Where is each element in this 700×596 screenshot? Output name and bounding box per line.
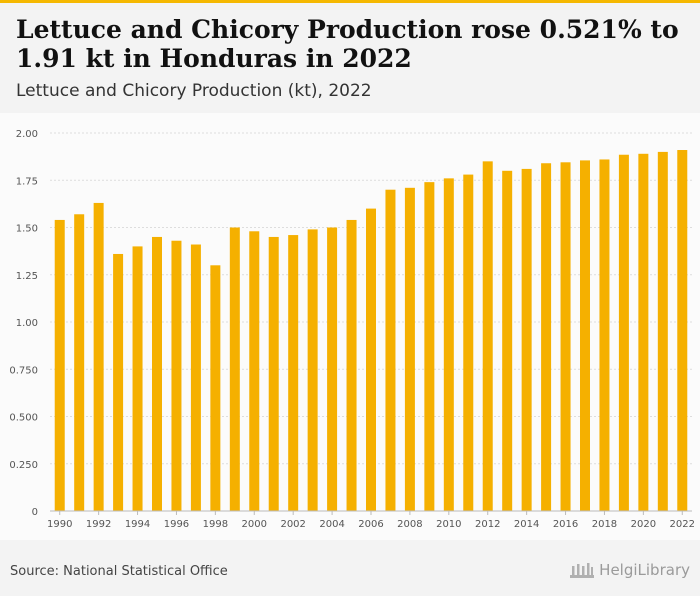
bar — [502, 170, 513, 512]
x-tick-label: 2002 — [280, 519, 305, 530]
bar — [74, 214, 85, 511]
y-tick-label: 1.25 — [16, 271, 38, 282]
bar — [521, 168, 532, 511]
bar — [152, 236, 162, 511]
x-tick-label: 2004 — [319, 519, 344, 530]
bar — [346, 219, 357, 511]
bar — [190, 244, 201, 511]
x-tick-label: 2014 — [514, 519, 539, 530]
helgi-library-logo: HelgiLibrary — [569, 560, 690, 580]
y-tick-label: 1.75 — [16, 176, 38, 187]
bar — [113, 253, 124, 511]
bar — [307, 229, 318, 511]
bar — [560, 162, 571, 512]
bar — [366, 208, 376, 511]
y-tick-label: 1.50 — [16, 224, 38, 235]
footer: Source: National Statistical Office Helg… — [0, 540, 700, 596]
x-tick-label: 2008 — [397, 519, 422, 530]
bar — [580, 160, 590, 511]
bar — [249, 231, 260, 511]
x-tick-label: 2022 — [670, 519, 695, 530]
x-tick-label: 1996 — [164, 519, 189, 530]
library-building-icon — [570, 563, 595, 578]
bar — [541, 163, 552, 512]
x-tick-label: 1998 — [203, 519, 228, 530]
source-note: Source: National Statistical Office — [10, 564, 228, 579]
bar — [327, 227, 338, 511]
bar-chart: 0 0.250 0.500 0.750 1.00 1.25 1.50 1.75 2.00 1990… — [9, 129, 695, 530]
header: Lettuce and Chicory Production rose 0.52… — [0, 3, 700, 113]
chart-subtitle: Lettuce and Chicory Production (kt), 202… — [16, 81, 372, 101]
chart-area: 0 0.250 0.500 0.750 1.00 1.25 1.50 1.75 2.00 1990… — [0, 113, 700, 540]
bar — [229, 227, 240, 511]
bar — [482, 161, 493, 511]
top-accent-bar — [0, 0, 700, 3]
x-tick-label: 1990 — [47, 519, 72, 530]
bar — [657, 151, 668, 511]
x-tick-label: 2000 — [242, 519, 267, 530]
y-tick-label: 0.750 — [9, 365, 38, 376]
bar — [638, 153, 649, 511]
bar — [93, 202, 104, 511]
x-tick-label: 1994 — [125, 519, 150, 530]
y-tick-label: 0.250 — [9, 460, 38, 471]
logo-text: HelgiLibrary — [599, 561, 690, 579]
bar — [443, 178, 454, 512]
x-tick-label: 2012 — [475, 519, 500, 530]
x-tick-label: 1992 — [86, 519, 111, 530]
bar — [54, 219, 65, 511]
bar — [618, 154, 629, 512]
y-tick-label: 2.00 — [16, 129, 38, 140]
x-tick-label: 2010 — [436, 519, 461, 530]
bar — [210, 265, 221, 511]
y-tick-label: 1.00 — [16, 318, 38, 329]
x-tick-label: 2020 — [631, 519, 656, 530]
x-tick-label: 2018 — [592, 519, 617, 530]
bar — [424, 182, 435, 511]
bar — [288, 235, 299, 511]
page-title: Lettuce and Chicory Production rose 0.52… — [16, 15, 679, 73]
bar — [132, 246, 143, 511]
x-tick-label: 2016 — [553, 519, 578, 530]
bar — [385, 189, 396, 511]
bar — [404, 187, 415, 511]
bar — [268, 236, 279, 511]
bar — [171, 240, 182, 511]
y-tick-label: 0.500 — [9, 413, 38, 424]
bar — [599, 159, 610, 511]
y-tick-label: 0 — [32, 507, 38, 518]
x-tick-label: 2006 — [358, 519, 383, 530]
bar — [677, 150, 688, 511]
bar — [463, 174, 474, 511]
